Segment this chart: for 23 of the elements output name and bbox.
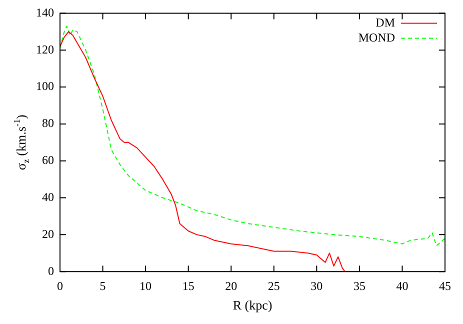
x-tick-label: 45 (439, 278, 451, 293)
x-tick-label: 10 (140, 278, 152, 293)
y-tick-label: 120 (36, 42, 54, 56)
line-series (60, 26, 445, 246)
x-tick-label: 40 (396, 278, 408, 293)
y-tick-label: 60 (42, 153, 54, 168)
x-tick-label: 20 (225, 278, 238, 293)
x-tick-label: 30 (310, 278, 323, 293)
y-tick-label: 20 (42, 226, 54, 241)
legend-label: DM (376, 15, 396, 30)
x-axis-title: R (kpc) (232, 297, 272, 312)
x-tick-label: 25 (268, 278, 280, 293)
x-tick-label: 0 (57, 278, 63, 293)
y-tick-label: 40 (42, 190, 54, 204)
y-axis-title: σz (km.s-1) (12, 114, 31, 170)
y-tick-label: 100 (36, 79, 54, 94)
x-tick-label: 35 (353, 278, 366, 293)
y-tick-label: 140 (36, 5, 54, 20)
legend-label: MOND (358, 30, 396, 44)
y-tick-label: 0 (48, 264, 54, 278)
y-tick-label: 80 (42, 116, 54, 130)
x-tick-label: 15 (182, 278, 194, 293)
x-tick-label: 5 (100, 278, 106, 293)
